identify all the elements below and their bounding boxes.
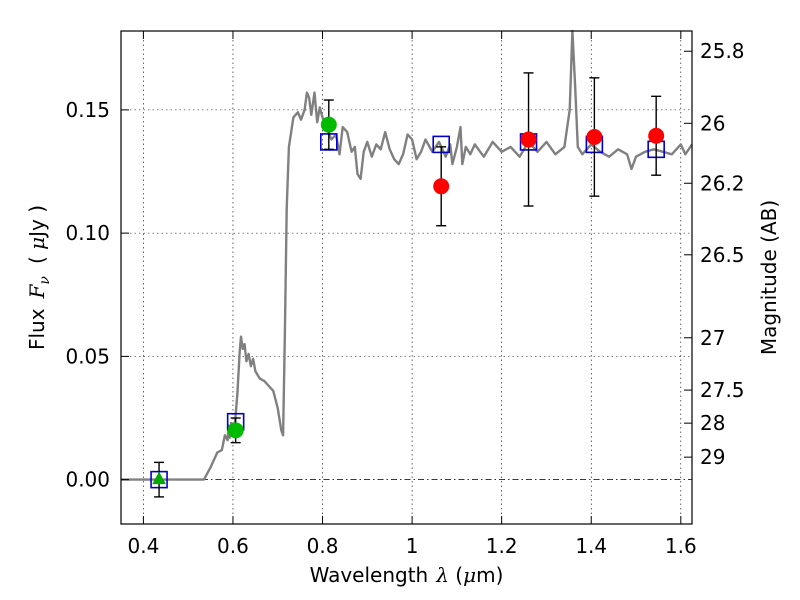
observed-circle-marker [648, 127, 665, 144]
y-axis-label-symbol: F [25, 283, 49, 299]
observed-circle-marker [586, 128, 603, 145]
y2-tick-label: 27.5 [700, 378, 745, 402]
observed-triangle-marker [152, 471, 166, 485]
axis-ticks: 0.4 0.6 0.8 1 1.2 1.4 1.6 0.00 0.05 0.10 0.15 25.8 2… [65, 31, 745, 558]
y-axis-label-unit-symbol: μ [25, 237, 49, 250]
y-tick-label: 0.15 [65, 98, 110, 122]
x-tick-label: 0.4 [127, 534, 159, 558]
y-axis-label-prefix: Flux [25, 308, 49, 350]
observed-circle-marker [433, 178, 450, 195]
y-axis-label-unit: Jy ) [25, 205, 49, 239]
y-axis-label-open: ( [25, 250, 49, 264]
y2-tick-label: 26.5 [700, 243, 745, 267]
y-tick-label: 0.05 [65, 344, 110, 368]
spectrum-series [121, 29, 693, 481]
x-axis-label-symbol: λ [435, 563, 449, 587]
y2-tick-label: 26.2 [700, 171, 745, 195]
y2-tick-label: 29 [700, 445, 725, 469]
plot-frame [120, 30, 693, 525]
y-axis-label: Flux Fν ( μJy ) [25, 205, 53, 350]
spectrum-line [121, 29, 693, 481]
x-tick-label: 1.2 [486, 534, 518, 558]
x-axis-label-open: ( [449, 563, 463, 587]
grid-lines [121, 31, 692, 524]
y2-tick-label: 28 [700, 411, 725, 435]
y-tick-label: 0.10 [65, 221, 110, 245]
x-tick-label: 1.6 [665, 534, 697, 558]
observed-points [152, 72, 665, 498]
x-tick-label: 0.8 [307, 534, 339, 558]
x-tick-label: 1 [406, 534, 419, 558]
x-axis-label: Wavelength λ (μm) [310, 563, 504, 587]
y2-tick-label: 25.8 [700, 39, 745, 63]
observed-circle-marker [520, 131, 537, 148]
y2-tick-label: 26 [700, 111, 725, 135]
y-axis-label-subscript: ν [37, 276, 53, 285]
observed-circle-marker [320, 116, 337, 133]
x-axis-label-unit: m) [476, 563, 503, 587]
y2-tick-label: 27 [700, 326, 725, 350]
observed-circle-marker [227, 422, 244, 439]
y-tick-label: 0.00 [65, 468, 110, 492]
x-axis-label-prefix: Wavelength [310, 563, 429, 587]
x-tick-label: 0.6 [217, 534, 249, 558]
x-tick-label: 1.4 [575, 534, 607, 558]
x-axis-label-unit-symbol: μ [463, 563, 476, 587]
right-axis-label: Magnitude (AB) [757, 200, 781, 355]
